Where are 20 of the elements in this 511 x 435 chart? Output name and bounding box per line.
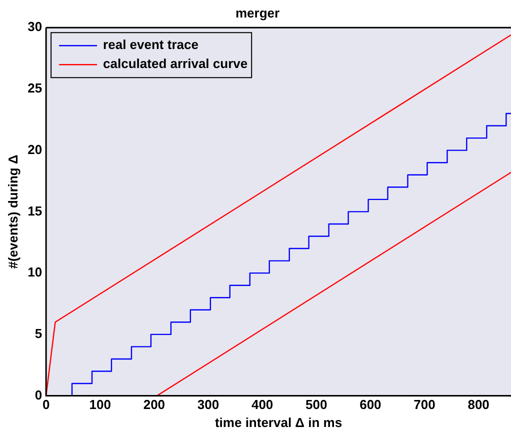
x-axis-title: time interval Δ in ms — [214, 414, 342, 430]
y-tick-label: 5 — [34, 326, 42, 342]
x-tick-label: 100 — [89, 397, 111, 412]
x-tick-label: 500 — [306, 397, 328, 412]
y-tick-label: 10 — [28, 264, 42, 280]
y-axis-title: #(events) during Δ — [5, 154, 20, 269]
x-tick-label: 700 — [414, 397, 436, 412]
chart-title: merger — [235, 5, 280, 20]
legend-label: real event trace — [103, 37, 198, 52]
x-tick-label: 300 — [197, 397, 220, 412]
y-tick-label: 0 — [34, 387, 42, 402]
y-tick-label: 15 — [28, 203, 42, 218]
y-tick-label: 25 — [28, 80, 42, 96]
x-tick-label: 400 — [251, 397, 274, 412]
y-tick-label: 30 — [28, 19, 42, 34]
x-tick-label: 800 — [468, 397, 490, 412]
legend-label: calculated arrival curve — [103, 56, 248, 72]
x-tick-label: 600 — [360, 397, 382, 412]
y-tick-label: 20 — [28, 142, 42, 157]
x-tick-label: 200 — [143, 397, 166, 412]
